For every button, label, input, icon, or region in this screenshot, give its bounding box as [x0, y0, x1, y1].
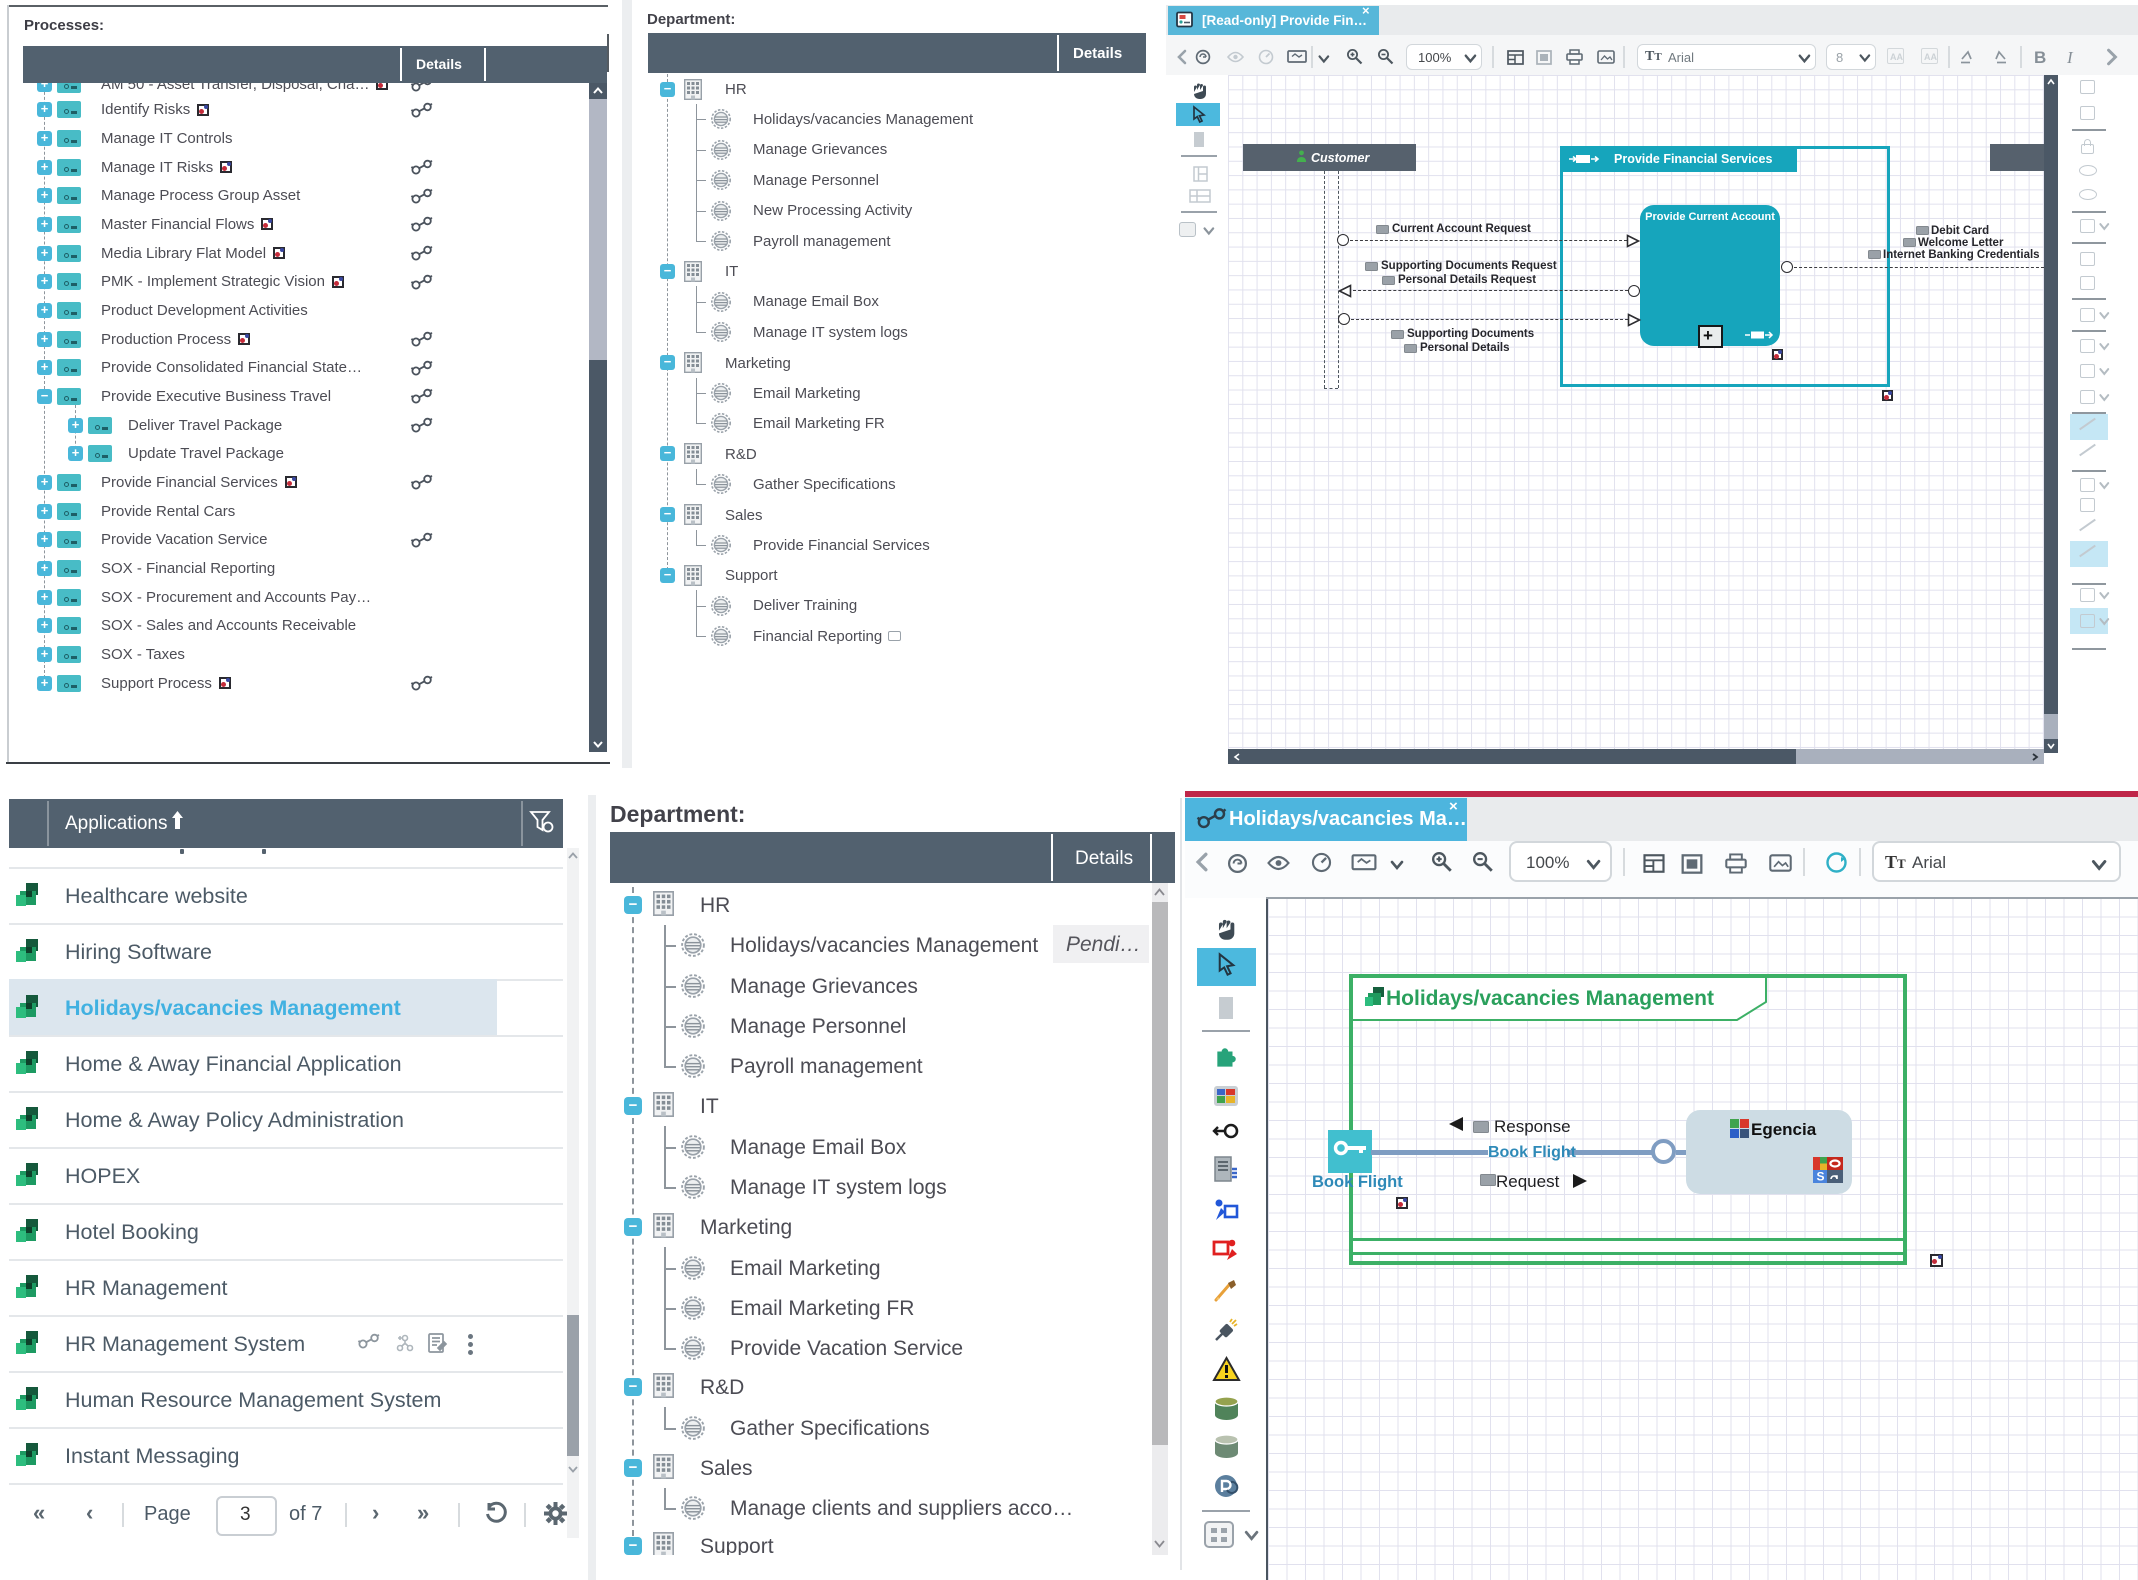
- svg-text:S: S: [1817, 1170, 1825, 1184]
